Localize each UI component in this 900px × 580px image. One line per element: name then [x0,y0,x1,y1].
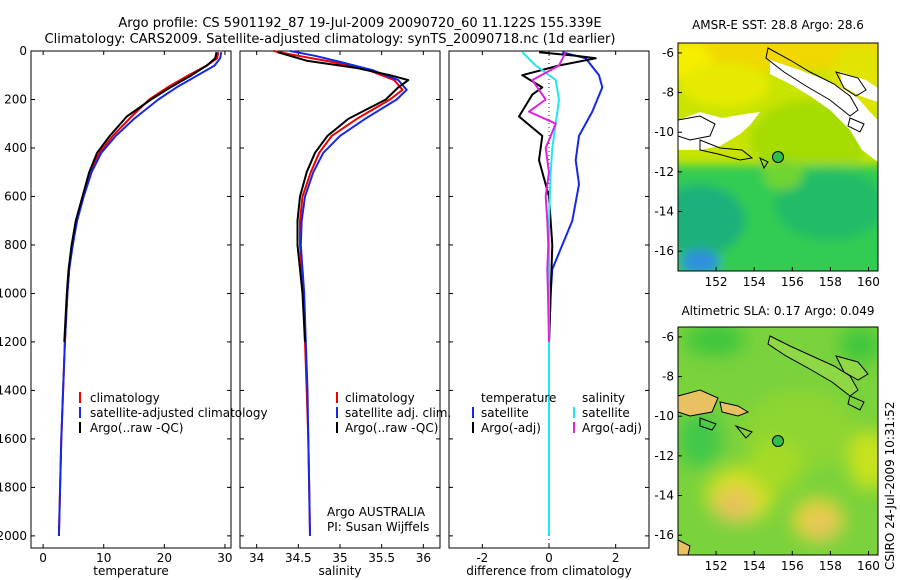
map-x-tick-label: 156 [781,275,804,289]
legend-item: satellite-adjusted climatology [90,406,268,420]
series-temperature-satellite [548,51,604,536]
series-climatology [273,50,404,536]
argo-pi: PI: Susan Wijffels [327,520,429,534]
series-salinity-argo-adj [528,51,567,342]
legend-item: Argo(-adj) [582,421,642,435]
map-y-tick-label: -8 [662,370,674,384]
salinity-legend: climatology satellite adj. clim. Argo(..… [327,391,451,534]
header-title-line2: Climatology: CARS2009. Satellite-adjuste… [45,32,616,47]
map-x-tick-label: 152 [705,559,728,573]
x-tick-label: 10 [96,551,111,565]
x-tick-label: 35 [332,551,347,565]
x-axis-label: difference from climatology [466,564,632,578]
x-tick-label: 0 [545,551,553,565]
map-x-tick-label: 154 [743,559,766,573]
map-y-tick-label: -14 [654,489,674,503]
legend-item: climatology [90,391,160,405]
sla-map-axes: 152 154 156 158 160 -6 -8 -10 -12 -14 -16 [654,330,880,573]
series-argo-raw-qc [63,51,218,342]
x-tick-label: 2 [612,551,620,565]
difference-legend: temperature satellite Argo(-adj) salinit… [472,391,642,435]
sst-map-title: AMSR-E SST: 28.8 Argo: 28.6 [692,18,864,32]
map-y-tick-label: -16 [654,528,674,542]
sla-argo-location-marker [772,435,784,447]
legend-item: Argo(..raw -QC) [90,421,183,435]
map-x-tick-label: 156 [781,559,804,573]
series-climatology [57,52,220,536]
salinity-profile-panel: 34 34.5 35 35.5 36 salinity [239,50,441,578]
x-tick-label: 34 [249,551,264,565]
map-x-tick-label: 160 [857,275,880,289]
y-tick-label: 1400 [0,383,27,397]
x-tick-label: 35.5 [368,551,395,565]
map-x-tick-label: 160 [857,559,880,573]
map-y-tick-label: -12 [654,165,674,179]
sst-map-field [678,43,878,271]
temperature-profile-panel: 0 10 20 30 temperature 0 200 400 600 800 1000 1200 1… [0,44,233,578]
map-y-tick-label: -14 [654,205,674,219]
map-x-tick-label: 158 [819,275,842,289]
legend-item: climatology [345,391,415,405]
map-y-tick-label: -12 [654,449,674,463]
y-tick-label: 1000 [0,286,27,300]
map-y-tick-label: -16 [654,244,674,258]
map-y-tick-label: -10 [654,125,674,139]
map-y-tick-label: -8 [662,86,674,100]
y-tick-label: 0 [19,44,27,58]
sst-map-frame [677,42,879,272]
x-tick-label: 30 [217,551,232,565]
map-x-tick-label: 152 [705,275,728,289]
x-axis-label: salinity [318,564,361,578]
map-x-tick-label: 158 [819,559,842,573]
legend-item: Argo(..raw -QC) [345,421,438,435]
legend-title-salinity: salinity [582,391,625,405]
y-tick-label: 200 [4,92,27,106]
temperature-legend: climatology satellite-adjusted climatolo… [79,391,268,435]
y-tick-label: 1800 [0,480,27,494]
x-tick-label: 20 [157,551,172,565]
series-argo-raw-qc [277,51,410,342]
map-x-tick-label: 154 [743,275,766,289]
series-satellite-adjusted-climatology [57,52,223,536]
header-title-line1: Argo profile: CS 5901192_87 19-Jul-2009 … [118,16,601,31]
sla-map-field [678,327,878,555]
x-tick-label: 0 [39,551,47,565]
x-axis-label: temperature [93,564,168,578]
sst-map-axes: 152 154 156 158 160 -6 -8 -10 -12 -14 -16 [654,46,880,289]
series-temperature-argo-adj [518,51,597,536]
sla-map-title: Altimetric SLA: 0.17 Argo: 0.049 [681,304,874,318]
y-tick-label: 400 [4,141,27,155]
x-tick-label: 34.5 [285,551,312,565]
map-y-tick-label: -10 [654,409,674,423]
legend-item: satellite [582,406,630,420]
map-y-tick-label: -6 [662,330,674,344]
plot-frame [30,50,232,549]
y-tick-label: 1200 [0,335,27,349]
x-tick-label: -2 [476,551,488,565]
y-tick-label: 600 [4,189,27,203]
y-tick-label: 800 [4,238,27,252]
map-y-tick-label: -6 [662,46,674,60]
legend-item: satellite adj. clim. [345,406,451,420]
y-tick-label: 1600 [0,432,27,446]
legend-title-temperature: temperature [481,391,556,405]
sla-map-frame [677,326,879,556]
argo-institution: Argo AUSTRALIA [327,505,426,519]
x-tick-label: 36 [416,551,431,565]
csiro-timestamp: CSIRO 24-Jul-2009 10:31:52 [883,402,897,570]
legend-item: satellite [481,406,529,420]
y-tick-label: 2000 [0,529,27,543]
legend-item: Argo(-adj) [481,421,541,435]
sst-argo-location-marker [772,151,784,163]
